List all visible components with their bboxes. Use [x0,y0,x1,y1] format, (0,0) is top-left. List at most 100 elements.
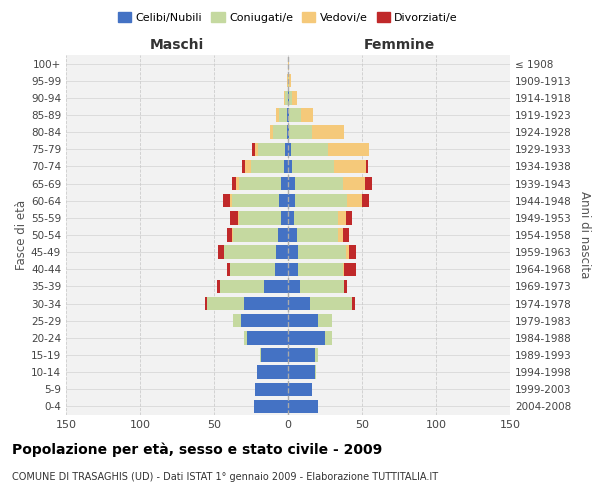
Bar [291,142,328,156]
Bar [317,314,332,328]
Legend: Celibi/Nubili, Coniugati/e, Vedovi/e, Divorziati/e: Celibi/Nubili, Coniugati/e, Vedovi/e, Di… [113,8,463,28]
Bar [288,211,294,224]
Bar [288,57,289,70]
Bar [278,228,288,241]
Bar [236,177,239,190]
Bar [289,74,291,88]
Bar [288,331,325,344]
Bar [288,74,289,88]
Bar [230,194,232,207]
Bar [347,194,362,207]
Bar [287,108,288,122]
Bar [288,262,298,276]
Bar [288,91,289,104]
Bar [301,108,313,122]
Bar [288,314,317,328]
Bar [217,280,220,293]
Bar [288,382,311,396]
Bar [281,211,288,224]
Bar [239,177,281,190]
Bar [284,160,288,173]
Bar [298,262,343,276]
Bar [365,177,373,190]
Bar [288,348,314,362]
Bar [289,108,301,122]
Bar [344,280,347,293]
Text: Popolazione per età, sesso e stato civile - 2009: Popolazione per età, sesso e stato civil… [12,442,382,457]
Bar [220,280,265,293]
Bar [254,400,288,413]
Bar [314,348,317,362]
Bar [242,160,245,173]
Bar [288,142,291,156]
Bar [260,348,262,362]
Bar [270,126,273,139]
Bar [285,91,288,104]
Bar [245,160,251,173]
Bar [279,108,287,122]
Bar [298,246,346,259]
Bar [223,194,230,207]
Bar [311,126,344,139]
Bar [300,280,344,293]
Bar [289,91,292,104]
Bar [288,177,295,190]
Bar [281,177,288,190]
Bar [287,74,288,88]
Bar [257,366,288,379]
Bar [325,331,332,344]
Bar [227,262,230,276]
Bar [230,262,275,276]
Bar [310,297,352,310]
Bar [218,246,224,259]
Text: Femmine: Femmine [364,38,434,52]
Bar [338,228,343,241]
Bar [292,91,297,104]
Bar [247,331,288,344]
Bar [328,142,370,156]
Bar [287,126,288,139]
Bar [367,160,368,173]
Bar [295,177,343,190]
Y-axis label: Anni di nascita: Anni di nascita [578,192,591,278]
Bar [292,160,334,173]
Bar [253,142,256,156]
Bar [288,280,300,293]
Bar [344,262,356,276]
Bar [276,108,279,122]
Bar [241,314,288,328]
Bar [314,366,316,379]
Bar [205,297,206,310]
Bar [289,126,311,139]
Y-axis label: Fasce di età: Fasce di età [15,200,28,270]
Bar [230,211,238,224]
Bar [265,280,288,293]
Bar [288,297,310,310]
Bar [284,91,285,104]
Bar [294,211,338,224]
Bar [232,177,236,190]
Bar [256,382,288,396]
Bar [238,211,239,224]
Bar [276,246,288,259]
Text: Maschi: Maschi [150,38,204,52]
Text: COMUNE DI TRASAGHIS (UD) - Dati ISTAT 1° gennaio 2009 - Elaborazione TUTTITALIA.: COMUNE DI TRASAGHIS (UD) - Dati ISTAT 1°… [12,472,438,482]
Bar [251,160,284,173]
Bar [273,126,287,139]
Bar [227,228,232,241]
Bar [346,246,349,259]
Bar [233,314,241,328]
Bar [279,194,288,207]
Bar [288,228,297,241]
Bar [362,194,370,207]
Bar [297,228,338,241]
Bar [288,108,289,122]
Bar [295,194,347,207]
Bar [206,297,244,310]
Bar [338,211,346,224]
Bar [334,160,367,173]
Bar [288,126,289,139]
Bar [259,142,285,156]
Bar [275,262,288,276]
Bar [262,348,288,362]
